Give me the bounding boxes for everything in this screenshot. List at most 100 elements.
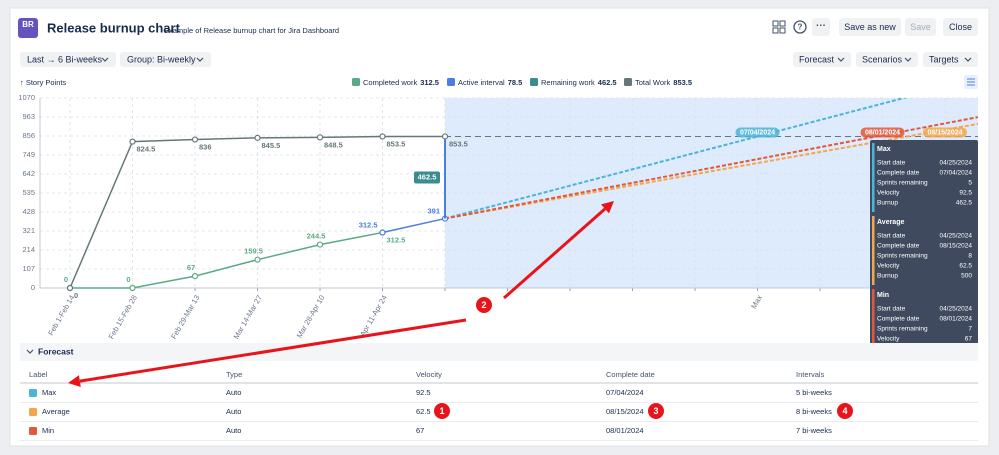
data-point (129, 138, 136, 145)
icon-part (779, 20, 786, 27)
chevron (101, 57, 109, 62)
data-point (191, 136, 199, 143)
tooltip-value: 07/04/2024 (939, 170, 972, 177)
icon-part (779, 27, 786, 34)
icon-glyph: ? (798, 23, 803, 32)
section-chevron (26, 349, 34, 354)
legend-name: Remaining work (541, 78, 595, 87)
y-tick-label: 535 (22, 188, 35, 197)
tooltip-value: 62.5 (959, 263, 972, 270)
forecast-date-pill (860, 127, 905, 138)
data-point (379, 229, 386, 236)
tooltip-bg (870, 140, 978, 356)
section-header[interactable] (20, 343, 978, 361)
chevron (196, 57, 204, 62)
y-tick-label: 749 (22, 150, 35, 159)
legend-name: Total Work (635, 78, 671, 87)
series-line (382, 217, 446, 234)
data-point (441, 133, 449, 140)
section-title: Forecast (38, 346, 74, 356)
annotation-arrow (79, 318, 467, 383)
legend-swatch (352, 78, 360, 86)
forecast-date-label: 08/01/2024 (865, 129, 900, 136)
data-label: 312.5 (387, 235, 406, 244)
filter-button-label: Group: Bi-weekly (127, 54, 196, 64)
more-glyph: ··· (816, 21, 826, 32)
chart: ↑ Story Points Completed work 312.5 Active … (18, 75, 978, 341)
row-swatch (29, 427, 37, 435)
menu-button-label: Targets (929, 54, 959, 64)
tooltip-section-bar (872, 143, 875, 212)
icon-part (772, 27, 779, 34)
tooltip-value: 08/15/2024 (939, 243, 972, 250)
column-header: Velocity (416, 370, 442, 379)
y-tick-label: 321 (22, 226, 35, 235)
annotation-arrowhead (601, 201, 614, 214)
tooltip-value: 7 (968, 326, 972, 333)
annotation-arrow (503, 207, 606, 300)
tooltip-section-title: Min (877, 292, 889, 299)
tooltip-field: Start date (877, 233, 906, 240)
tooltip-field: Burnup (877, 273, 898, 280)
forecast-date-pill (923, 127, 967, 138)
legend-swatch (624, 78, 632, 86)
menu-button[interactable] (856, 52, 918, 67)
data-point (379, 133, 386, 140)
annotation-number: 4 (842, 406, 847, 416)
tooltip-field: Complete date (877, 316, 920, 323)
column-header: Intervals (796, 370, 825, 379)
title: Release burnup chart (47, 20, 181, 35)
tooltip-value: 92.5 (959, 190, 972, 197)
data-label: 848.5 (324, 140, 343, 149)
filter-button[interactable] (20, 52, 116, 67)
tooltip-value: 462.5 (956, 200, 973, 207)
y-tick-label: 856 (22, 131, 35, 140)
annotation-badge (476, 297, 492, 313)
chevron (837, 57, 845, 62)
row-swatch (29, 408, 37, 416)
table-cell: Min (42, 426, 54, 435)
menu-button-label: Forecast (799, 54, 835, 64)
header-button[interactable] (905, 18, 936, 36)
data-point (191, 273, 199, 280)
legend-entry: Remaining work 462.5 (541, 78, 617, 87)
icon-help[interactable]: ? (793, 20, 807, 34)
table-cell: Auto (226, 426, 241, 435)
tooltip-value: 67 (965, 336, 973, 343)
icon-grid[interactable] (772, 20, 786, 34)
chevron (904, 57, 912, 62)
tooltip-value: 04/25/2024 (939, 306, 972, 313)
y-tick-label: 214 (22, 245, 35, 254)
menu-button[interactable] (923, 52, 978, 67)
table-cell: 08/01/2024 (606, 426, 644, 435)
menu-button[interactable] (793, 52, 851, 67)
data-label: 244.5 (307, 232, 326, 241)
header-button[interactable] (943, 18, 978, 36)
filter-button[interactable] (120, 52, 211, 67)
tooltip-value: 5 (968, 180, 972, 187)
more-button[interactable] (812, 18, 830, 36)
legend-name: Active interval (458, 78, 505, 87)
annotation-number: 3 (653, 406, 658, 416)
column-header: Complete date (606, 370, 655, 379)
legend-swatch (447, 78, 455, 86)
tooltip-value: 8 (968, 253, 972, 260)
stacked-segment (444, 136, 446, 219)
data-label: 0 (126, 275, 130, 284)
tooltip-field: Velocity (877, 336, 900, 343)
data-label: 824.5 (137, 145, 156, 154)
tooltip-section-title: Max (877, 146, 891, 153)
tooltip-value: 500 (961, 273, 972, 280)
legend-swatch (530, 78, 538, 86)
tooltip-field: Start date (877, 306, 906, 313)
annotation-badge (434, 403, 450, 419)
data-label-box (414, 171, 440, 184)
logo (18, 18, 38, 38)
tooltip-value: 04/25/2024 (939, 233, 972, 240)
header-button[interactable] (839, 18, 901, 36)
table-cell: Max (42, 388, 56, 397)
data-label: 836 (199, 143, 212, 152)
tooltip-section-bar (872, 289, 875, 358)
data-label: 159.5 (244, 247, 263, 256)
tooltip-value: 04/25/2024 (939, 160, 972, 167)
